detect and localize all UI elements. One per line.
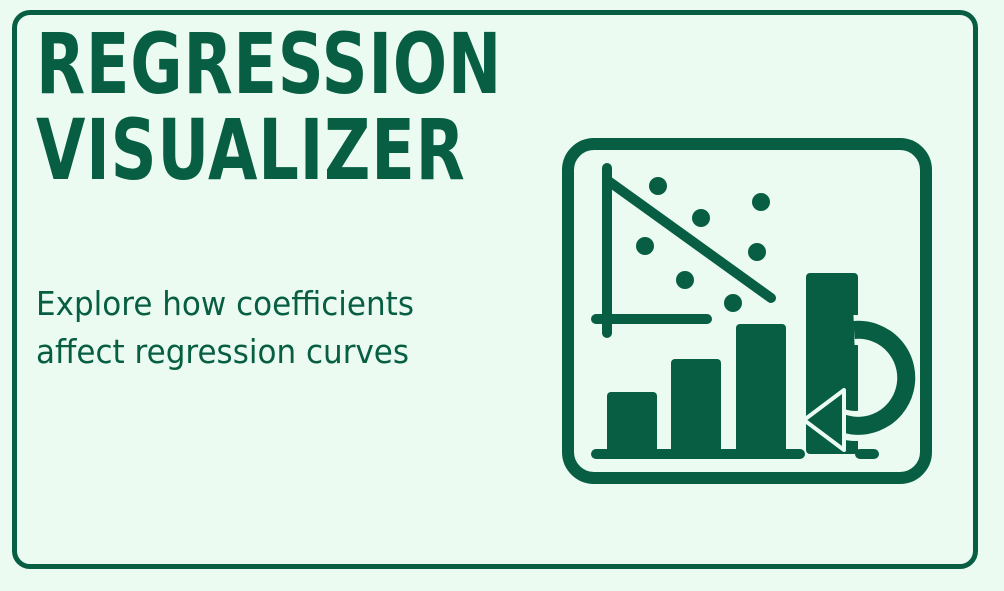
- banner-card: [12, 10, 978, 569]
- title-line-1: REGRESSION: [36, 15, 503, 113]
- icon-regression-line: [602, 175, 776, 303]
- regression-chart-icon: [562, 138, 932, 484]
- icon-frame: [562, 138, 932, 484]
- subtitle-line-2: affect regression curves: [36, 332, 410, 371]
- icon-refresh-arrow-ring: [827, 320, 916, 435]
- icon-scatter-points: [636, 177, 770, 312]
- subtitle-line-1: Explore how coefficients: [36, 284, 414, 323]
- title-line-2: VISUALIZER: [36, 101, 466, 199]
- subtitle: Explore how coefficients affect regressi…: [36, 280, 556, 376]
- icon-refresh-arrowhead: [802, 388, 846, 452]
